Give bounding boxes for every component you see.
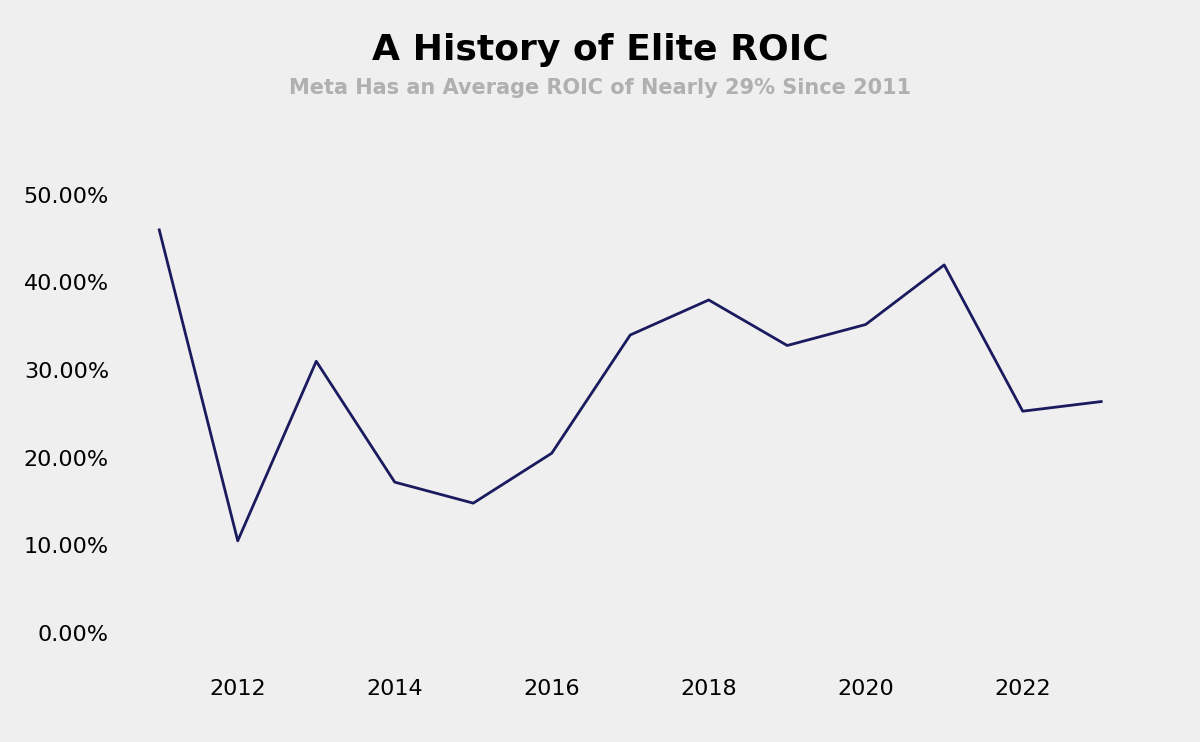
Text: Meta Has an Average ROIC of Nearly 29% Since 2011: Meta Has an Average ROIC of Nearly 29% S… bbox=[289, 78, 911, 98]
Text: A History of Elite ROIC: A History of Elite ROIC bbox=[372, 33, 828, 68]
